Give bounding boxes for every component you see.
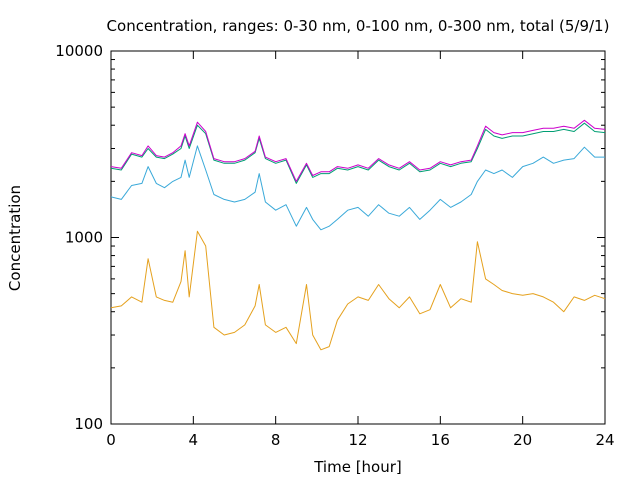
y-tick-label: 10000 [55,42,103,60]
series-line-2 [110,145,605,231]
x-axis-label: Time [hour] [313,458,402,476]
series-line-1 [110,230,606,351]
x-tick-label: 0 [106,431,116,449]
x-tick-label: 8 [271,431,281,449]
x-axis: 0 4 8 12 16 20 24 [106,51,615,449]
y-tick-label: 1000 [65,229,103,247]
series-layer [110,119,606,351]
y-tick-label: 100 [74,415,103,433]
x-tick-label: 12 [348,431,367,449]
plot-frame [110,50,606,425]
y-axis: 100 1000 10000 [55,42,605,433]
x-tick-label: 4 [189,431,199,449]
x-tick-label: 16 [431,431,450,449]
x-tick-label: 20 [513,431,532,449]
series-line-4 [110,119,606,182]
x-tick-label: 24 [595,431,614,449]
chart-title: Concentration, ranges: 0-30 nm, 0-100 nm… [107,17,610,35]
series-line-3 [110,122,606,184]
y-axis-label: Concentration [6,185,24,291]
